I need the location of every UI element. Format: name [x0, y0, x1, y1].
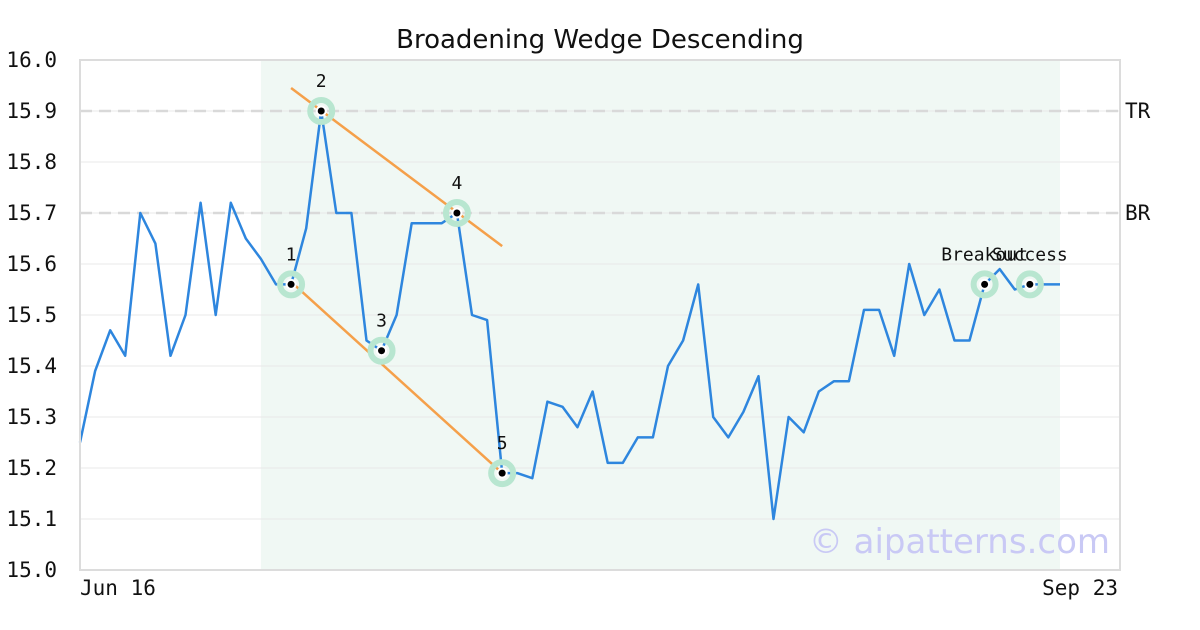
pivot-halo — [367, 336, 396, 365]
y-tick-label: 15.5 — [6, 303, 57, 327]
pivot-label: 5 — [497, 433, 508, 454]
chart-title: Broadening Wedge Descending — [396, 25, 804, 55]
x-tick-label: Jun 16 — [80, 576, 156, 600]
pivot-point — [378, 347, 386, 355]
y-tick-label: 15.9 — [6, 99, 57, 123]
pivot-halo — [307, 97, 336, 125]
pivot-halo — [277, 270, 306, 299]
watermark: © aipatterns.com — [809, 522, 1110, 562]
reference-lines-layer: TR BR — [80, 99, 1151, 225]
y-tick-label: 15.2 — [6, 456, 57, 480]
y-tick-label: 15.0 — [6, 558, 57, 582]
pivot-label: 3 — [376, 311, 387, 332]
pivot-label: 1 — [286, 244, 297, 265]
y-tick-label: 15.8 — [6, 150, 57, 174]
pivot-label: 4 — [452, 173, 463, 194]
pivot-point — [1026, 280, 1034, 288]
series-line — [78, 109, 1060, 521]
y-tick-label: 15.1 — [6, 507, 57, 531]
pivot-point — [981, 280, 989, 288]
pivot-halo — [1015, 270, 1044, 299]
y-tick-label: 15.4 — [6, 354, 57, 378]
pivot-halo — [442, 199, 471, 227]
y-tick-label: 15.7 — [6, 201, 57, 225]
y-tick-label: 15.6 — [6, 252, 57, 276]
pivot-label: Breakout — [941, 244, 1028, 265]
pivot-point — [287, 280, 295, 288]
pivot-label: Success — [992, 244, 1068, 265]
pivot-halo — [488, 459, 517, 488]
x-tick-label: Sep 23 — [1042, 576, 1118, 600]
pivot-label: 2 — [316, 71, 327, 92]
pivot-point — [498, 469, 506, 477]
pivot-point — [317, 107, 325, 115]
y-tick-label: 16.0 — [6, 48, 57, 72]
series-layer — [78, 109, 1060, 521]
plot-frame — [79, 59, 1121, 571]
y-tick-label: 15.3 — [6, 405, 57, 429]
pivot-halo — [970, 270, 999, 299]
axes-layer: 15.0 15.1 15.2 15.3 15.4 15.5 15.6 15.7 15.8 15.9… — [6, 48, 1121, 600]
trendline — [290, 280, 503, 475]
pivot-point — [453, 209, 461, 217]
reference-line-label: BR — [1125, 201, 1151, 225]
reference-line-label: TR — [1125, 99, 1151, 123]
